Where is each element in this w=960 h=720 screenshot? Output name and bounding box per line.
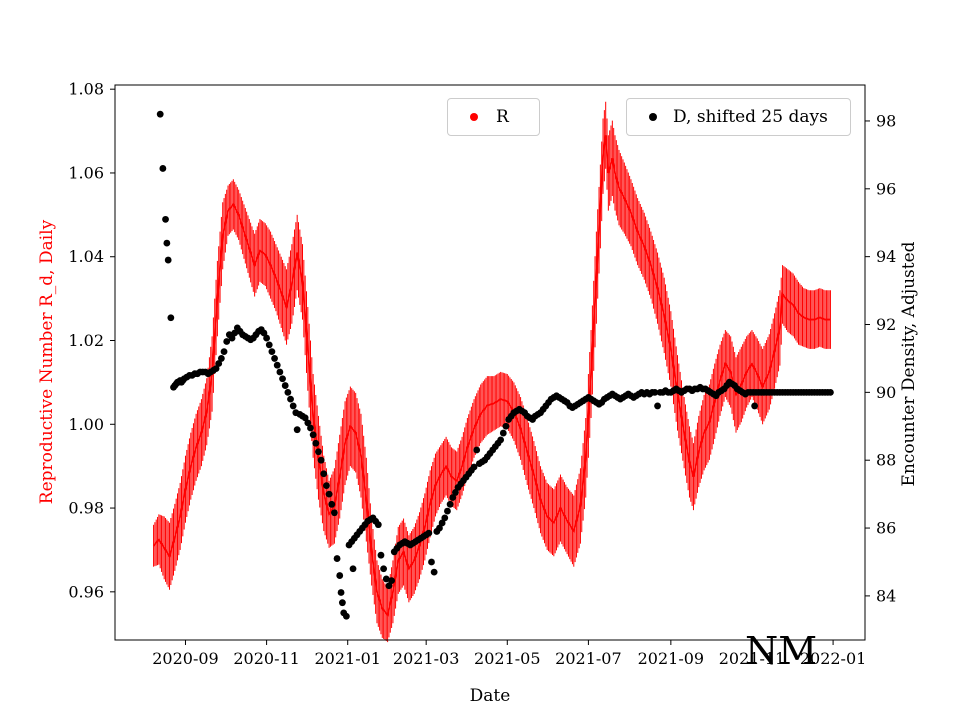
r-series-marker-icon (470, 113, 478, 121)
svg-text:0.98: 0.98 (68, 499, 104, 518)
svg-text:1.08: 1.08 (68, 80, 104, 99)
svg-text:1.04: 1.04 (68, 247, 104, 266)
nm-annotation: NM (745, 629, 818, 673)
svg-text:2020-11: 2020-11 (233, 649, 299, 668)
svg-text:88: 88 (876, 451, 896, 470)
svg-text:2021-09: 2021-09 (638, 649, 704, 668)
svg-text:86: 86 (876, 519, 896, 538)
svg-text:98: 98 (876, 111, 896, 130)
legend-d-label: D, shifted 25 days (673, 107, 828, 127)
legend-d: D, shifted 25 days (626, 98, 851, 136)
y-axis-label-left: Reproductive Number R_d, Daily (37, 219, 57, 505)
y-axis-right-ticks: 84 86 88 90 92 94 96 98 (865, 111, 896, 605)
svg-text:94: 94 (876, 247, 896, 266)
svg-text:2022-01: 2022-01 (800, 649, 866, 668)
svg-text:2021-11: 2021-11 (719, 649, 785, 668)
svg-text:2021-07: 2021-07 (555, 649, 621, 668)
svg-text:0.96: 0.96 (68, 582, 104, 601)
y-axis-left-ticks: 0.96 0.98 1.00 1.02 1.04 1.06 1.08 (68, 80, 115, 601)
svg-text:96: 96 (876, 179, 896, 198)
d-series-marker-icon (649, 113, 657, 121)
r-series-errorbars (153, 101, 831, 643)
d-series-points (156, 110, 834, 620)
legend-r: R (447, 98, 540, 136)
svg-text:2021-01: 2021-01 (314, 649, 380, 668)
x-axis-ticks: 2020-09 2020-11 2021-01 2021-03 2021-05 2021-… (152, 640, 866, 668)
svg-text:1.02: 1.02 (68, 331, 104, 350)
svg-text:1.06: 1.06 (68, 163, 104, 182)
svg-text:2021-03: 2021-03 (393, 649, 459, 668)
svg-text:84: 84 (876, 586, 896, 605)
svg-text:1.00: 1.00 (68, 415, 104, 434)
svg-text:90: 90 (876, 383, 896, 402)
svg-text:92: 92 (876, 315, 896, 334)
axes-frame (114, 84, 866, 641)
svg-text:2021-05: 2021-05 (474, 649, 540, 668)
svg-text:2020-09: 2020-09 (152, 649, 218, 668)
legend-r-label: R (496, 107, 509, 127)
y-axis-label-right: Encounter Density, Adjusted (899, 241, 919, 487)
x-axis-label: Date (469, 686, 511, 706)
